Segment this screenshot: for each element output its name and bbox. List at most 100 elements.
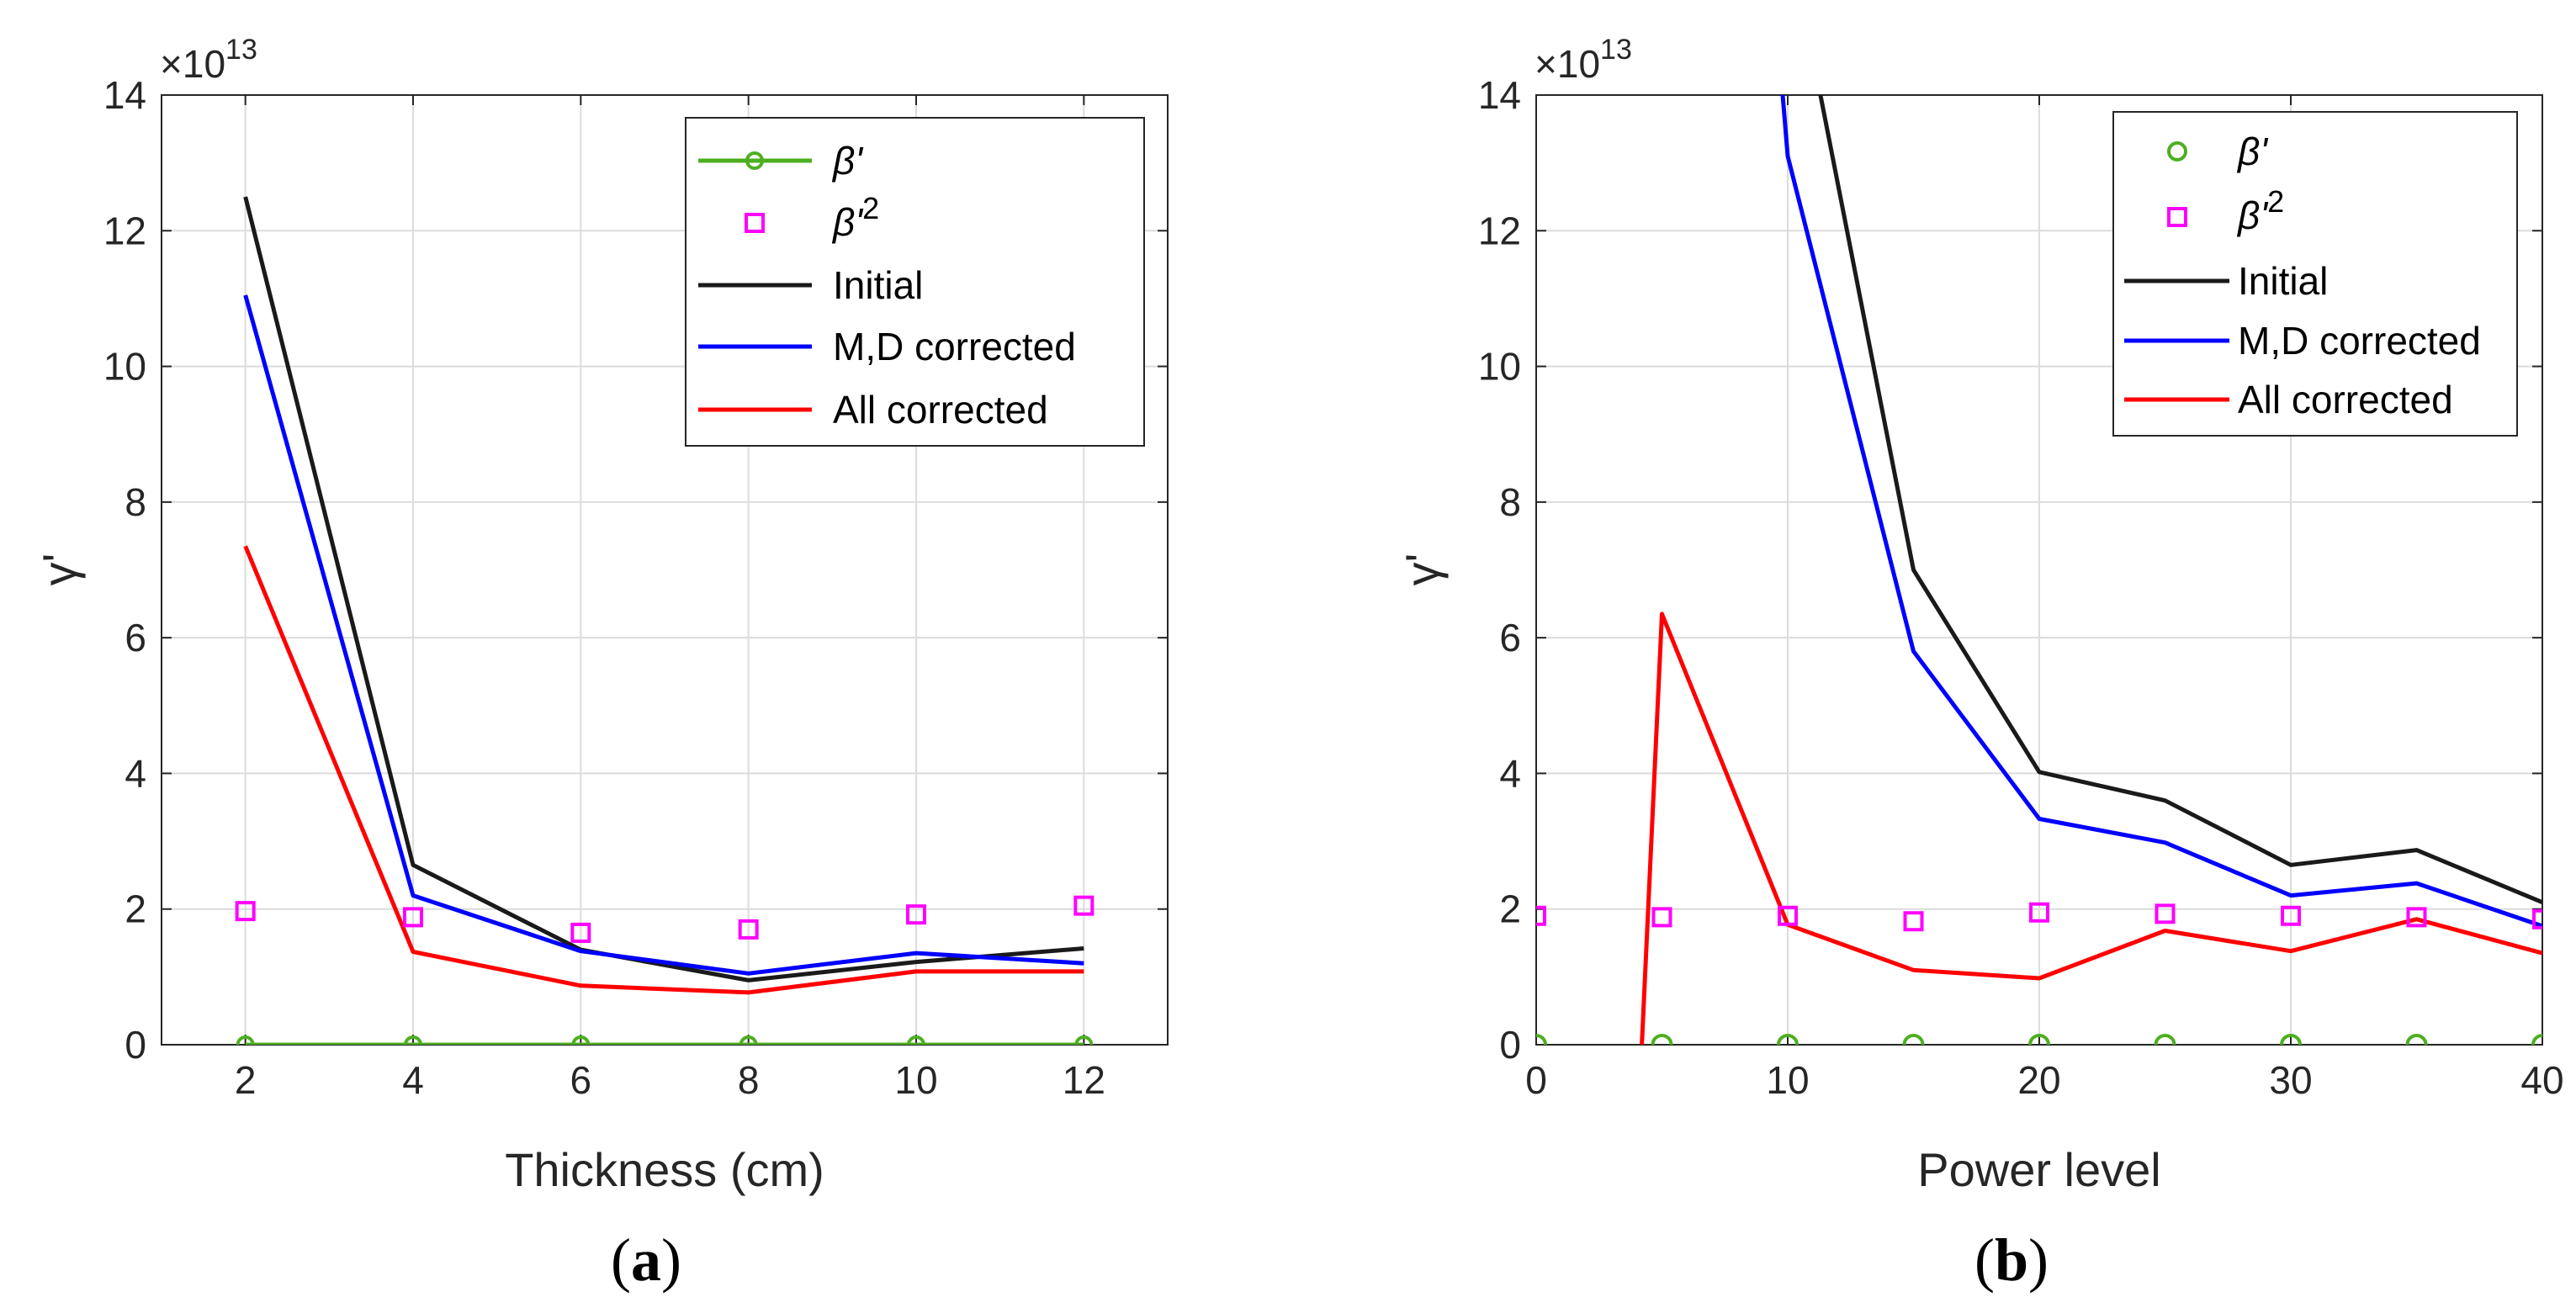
legend-text-md-b: M,D corrected — [2238, 319, 2481, 363]
y-tick-label: 14 — [1478, 73, 1521, 117]
data-point-beta2 — [1903, 911, 1924, 932]
series-line-all-b — [1640, 612, 2542, 1045]
legend-marker-beta2-b — [2167, 207, 2187, 227]
series-line-initial-a — [243, 196, 1084, 982]
legend-box-b — [2112, 111, 2518, 437]
data-point-beta — [236, 1035, 255, 1045]
data-point-beta2 — [235, 901, 256, 922]
x-tick-label: 6 — [570, 1058, 592, 1102]
legend-entry-initial-b: Initial — [2124, 259, 2328, 303]
legend-text-beta2-a: β'2 — [831, 191, 879, 244]
y-tick-label: 12 — [103, 209, 146, 252]
y-tick-label: 4 — [1499, 751, 1521, 795]
y-tick-label: 8 — [125, 480, 146, 524]
data-point-beta2 — [570, 922, 591, 943]
legend-entry-beta-a: β' — [698, 139, 864, 183]
y-tick-label: 0 — [125, 1023, 146, 1067]
legend-text-beta2-b: β'2 — [2236, 184, 2284, 237]
series-a — [235, 196, 1095, 1045]
x-tick-label: 12 — [1063, 1058, 1105, 1102]
legend-text-md-a: M,D corrected — [833, 325, 1076, 368]
x-ticks-a: 2 4 6 8 10 12 — [235, 95, 1105, 1102]
y-tick-label: 0 — [1499, 1023, 1521, 1067]
data-point-beta — [2280, 1034, 2302, 1045]
data-point-beta — [1902, 1034, 1925, 1045]
x-tick-label: 40 — [2520, 1058, 2563, 1102]
y-tick-label: 2 — [125, 887, 146, 931]
legend-entry-beta-b: β' — [2167, 130, 2269, 173]
exponent-label-b: ×1013 — [1534, 34, 1632, 86]
series-line-all-a — [243, 545, 1084, 995]
x-ticks-b: 0 10 20 30 40 — [1525, 95, 2564, 1102]
data-point-beta — [739, 1035, 758, 1045]
y-tick-label: 6 — [125, 616, 146, 659]
series-line-md-b — [1780, 95, 2542, 929]
legend-text-initial-a: Initial — [833, 263, 923, 307]
caption-a: (a) — [611, 1226, 681, 1294]
legend-entry-all-a: All corrected — [698, 388, 1048, 432]
data-point-beta2 — [2406, 907, 2427, 928]
x-tick-label: 30 — [2269, 1058, 2312, 1102]
legend-entry-all-b: All corrected — [2124, 378, 2453, 421]
y-tick-label: 10 — [103, 345, 146, 389]
series-line-initial-b — [1818, 95, 2542, 905]
data-point-beta2 — [2281, 905, 2301, 926]
data-point-beta2 — [1651, 907, 1672, 928]
legend-text-all-b: All corrected — [2238, 378, 2453, 421]
x-tick-label: 10 — [894, 1058, 937, 1102]
series-line-md-a — [243, 294, 1084, 976]
series-b — [1536, 95, 2542, 1045]
y-ticks-a: 0 2 4 6 8 10 12 14 — [103, 73, 1168, 1067]
y-tick-label: 12 — [1478, 209, 1521, 252]
legend-box-a — [685, 117, 1145, 447]
legend-text-beta-b: β' — [2236, 130, 2269, 173]
x-axis-label-b: Power level — [1917, 1143, 2160, 1196]
x-tick-label: 10 — [1766, 1058, 1809, 1102]
legend-text-beta-a: β' — [831, 139, 864, 183]
data-point-beta — [907, 1035, 925, 1045]
chart-panel-a: 2 4 6 8 10 12 0 2 4 6 8 10 12 14 ×1013 Thickness (cm… — [33, 34, 1169, 1294]
legend-entry-md-b: M,D corrected — [2124, 319, 2481, 363]
legend-marker-beta2-a — [745, 213, 765, 233]
x-tick-label: 4 — [402, 1058, 424, 1102]
data-point-beta2 — [2029, 902, 2049, 923]
legend-entry-md-a: M,D corrected — [698, 325, 1076, 368]
legend-entry-beta2-a: β'2 — [745, 191, 879, 244]
y-tick-label: 8 — [1499, 480, 1521, 524]
y-axis-label-a: γ' — [33, 553, 86, 586]
y-tick-label: 6 — [1499, 616, 1521, 659]
legend-text-initial-b: Initial — [2238, 259, 2328, 303]
y-axis-label-b: γ' — [1396, 553, 1449, 586]
data-point-beta2 — [2155, 903, 2176, 924]
legend-entry-beta2-b: β'2 — [2167, 184, 2284, 237]
data-point-beta — [1651, 1034, 1673, 1045]
data-point-beta — [1777, 1034, 1799, 1045]
data-point-beta — [2028, 1034, 2050, 1045]
y-tick-label: 4 — [125, 751, 146, 795]
x-axis-label-a: Thickness (cm) — [505, 1143, 824, 1196]
exponent-label-a: ×1013 — [160, 34, 257, 86]
y-tick-label: 10 — [1478, 345, 1521, 389]
y-tick-label: 2 — [1499, 887, 1521, 931]
legend-entry-initial-a: Initial — [698, 263, 923, 307]
x-tick-label: 8 — [738, 1058, 760, 1102]
data-point-beta2 — [2532, 908, 2542, 929]
data-point-beta — [2154, 1034, 2176, 1045]
x-tick-label: 20 — [2017, 1058, 2060, 1102]
data-point-beta2 — [1073, 895, 1095, 916]
data-point-beta2 — [1778, 905, 1798, 926]
legend-text-all-a: All corrected — [833, 388, 1048, 432]
x-tick-label: 2 — [235, 1058, 257, 1102]
legend-a: β' β'2 Initial M,D corrected All correct… — [685, 117, 1145, 447]
data-point-beta — [2405, 1034, 2428, 1045]
data-point-beta — [404, 1035, 422, 1045]
gridlines-b — [1536, 95, 2542, 1045]
y-tick-label: 14 — [103, 73, 146, 117]
legend-marker-beta-b — [2167, 141, 2187, 162]
data-point-beta — [571, 1035, 591, 1045]
y-ticks-b: 0 2 4 6 8 10 12 14 — [1478, 73, 2542, 1067]
data-point-beta — [1074, 1035, 1094, 1045]
caption-b: (b) — [1974, 1226, 2049, 1294]
